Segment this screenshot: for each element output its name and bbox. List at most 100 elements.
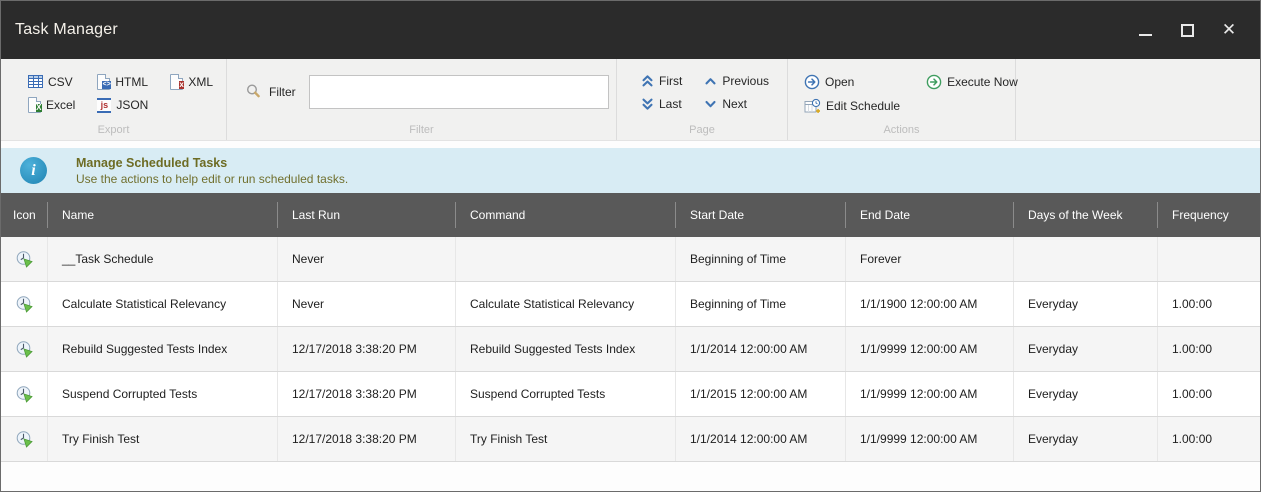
export-xml-button[interactable]: x XML — [170, 74, 213, 90]
column-header-frequency[interactable]: Frequency — [1172, 208, 1229, 222]
chevron-down-icon — [705, 100, 716, 108]
page-previous-label: Previous — [722, 74, 770, 88]
ribbon-group-actions: Open Execute Now Edit Schedule Actions — [788, 59, 1018, 140]
export-json-label: JSON — [116, 98, 149, 112]
cell-end-date: 1/1/1900 12:00:00 AM — [846, 282, 1014, 326]
csv-icon — [28, 75, 43, 88]
cell-days: Everyday — [1014, 417, 1158, 461]
ribbon-group-label-page: Page — [689, 124, 715, 136]
cell-end-date: 1/1/9999 12:00:00 AM — [846, 327, 1014, 371]
maximize-icon[interactable] — [1178, 21, 1196, 39]
cell-end-date: Forever — [846, 237, 1014, 281]
ribbon-group-export: CSV <> HTML x XML X Excel js JSON — [1, 59, 226, 140]
column-header-start-date[interactable]: Start Date — [676, 193, 846, 237]
ribbon-separator — [616, 59, 617, 140]
cell-end-date: 1/1/9999 12:00:00 AM — [846, 372, 1014, 416]
filter-field-label: Filter — [269, 84, 296, 99]
info-bar: i Manage Scheduled Tasks Use the actions… — [1, 148, 1260, 193]
column-header-name[interactable]: Name — [48, 193, 278, 237]
open-circle-arrow-icon — [804, 74, 820, 90]
table-empty-area — [1, 462, 1260, 491]
cell-frequency — [1158, 237, 1260, 281]
json-file-icon: js — [97, 97, 112, 113]
table-row[interactable]: Suspend Corrupted Tests 12/17/2018 3:38:… — [1, 372, 1260, 417]
ribbon-separator — [226, 59, 227, 140]
export-excel-label: Excel — [46, 98, 76, 112]
double-chevron-down-icon — [642, 98, 653, 110]
cell-name: __Task Schedule — [48, 237, 278, 281]
open-label: Open — [825, 75, 855, 89]
page-next-button[interactable]: Next — [704, 97, 769, 111]
cell-last-run: Never — [278, 282, 456, 326]
column-header-end-date[interactable]: End Date — [846, 193, 1014, 237]
export-csv-button[interactable]: CSV — [28, 74, 75, 90]
execute-now-button[interactable]: Execute Now — [926, 74, 1018, 90]
info-title: Manage Scheduled Tasks — [76, 155, 228, 170]
page-last-button[interactable]: Last — [641, 97, 682, 111]
task-clock-icon — [16, 251, 33, 268]
cell-start-date: Beginning of Time — [676, 237, 846, 281]
minimize-icon[interactable] — [1136, 21, 1154, 39]
cell-last-run: Never — [278, 237, 456, 281]
table-row[interactable]: Calculate Statistical Relevancy Never Ca… — [1, 282, 1260, 327]
info-icon: i — [20, 157, 47, 184]
ribbon-group-label-actions: Actions — [883, 124, 920, 136]
cell-last-run: 12/17/2018 3:38:20 PM — [278, 372, 456, 416]
export-csv-label: CSV — [48, 75, 73, 89]
cell-start-date: Beginning of Time — [676, 282, 846, 326]
open-button[interactable]: Open — [804, 74, 900, 90]
page-last-label: Last — [659, 97, 682, 111]
cell-command: Rebuild Suggested Tests Index — [456, 327, 676, 371]
export-html-button[interactable]: <> HTML — [97, 74, 148, 90]
xml-file-icon: x — [170, 74, 185, 90]
cell-last-run: 12/17/2018 3:38:20 PM — [278, 327, 456, 371]
cell-command — [456, 237, 676, 281]
window-title: Task Manager — [15, 21, 118, 38]
export-xml-label: XML — [188, 75, 214, 89]
column-header-days[interactable]: Days of the Week — [1014, 193, 1158, 237]
ribbon-separator — [1015, 59, 1016, 140]
column-header-last-run[interactable]: Last Run — [278, 193, 456, 237]
column-header-command[interactable]: Command — [456, 193, 676, 237]
export-excel-button[interactable]: X Excel — [28, 97, 75, 113]
cell-name: Rebuild Suggested Tests Index — [48, 327, 278, 371]
page-first-button[interactable]: First — [641, 74, 682, 88]
cell-start-date: 1/1/2014 12:00:00 AM — [676, 327, 846, 371]
cell-command: Calculate Statistical Relevancy — [456, 282, 676, 326]
execute-now-label: Execute Now — [947, 75, 1018, 89]
cell-name: Suspend Corrupted Tests — [48, 372, 278, 416]
cell-start-date: 1/1/2014 12:00:00 AM — [676, 417, 846, 461]
execute-circle-arrow-icon — [926, 74, 942, 90]
info-subtitle: Use the actions to help edit or run sche… — [76, 171, 349, 186]
filter-input[interactable] — [308, 74, 609, 109]
cell-last-run: 12/17/2018 3:38:20 PM — [278, 417, 456, 461]
cell-frequency: 1.00:00 — [1172, 432, 1213, 446]
cell-days: Everyday — [1014, 282, 1158, 326]
task-clock-icon — [16, 296, 33, 313]
cell-name: Try Finish Test — [48, 417, 278, 461]
ribbon-group-label-export: Export — [97, 124, 130, 136]
window-controls: ✕ — [1136, 20, 1238, 39]
cell-frequency: 1.00:00 — [1172, 387, 1213, 401]
table-row[interactable]: Rebuild Suggested Tests Index 12/17/2018… — [1, 327, 1260, 372]
cell-frequency: 1.00:00 — [1172, 342, 1213, 356]
page-next-label: Next — [722, 97, 748, 111]
table-row[interactable]: Try Finish Test 12/17/2018 3:38:20 PM Tr… — [1, 417, 1260, 462]
ribbon-separator — [787, 59, 788, 140]
edit-schedule-button[interactable]: Edit Schedule — [804, 98, 900, 114]
close-icon[interactable]: ✕ — [1221, 20, 1237, 39]
column-header-icon[interactable]: Icon — [1, 193, 48, 237]
export-json-button[interactable]: js JSON — [97, 97, 148, 113]
table-header: Icon Name Last Run Command Start Date En… — [1, 193, 1260, 237]
table-row[interactable]: __Task Schedule Never Beginning of Time … — [1, 237, 1260, 282]
cell-command: Suspend Corrupted Tests — [456, 372, 676, 416]
export-html-label: HTML — [115, 75, 149, 89]
chevron-up-icon — [705, 78, 716, 85]
cell-frequency: 1.00:00 — [1172, 297, 1213, 311]
cell-start-date: 1/1/2015 12:00:00 AM — [676, 372, 846, 416]
double-chevron-up-icon — [642, 75, 653, 87]
task-clock-icon — [16, 386, 33, 403]
excel-file-icon: X — [28, 97, 42, 113]
page-previous-button[interactable]: Previous — [704, 74, 769, 88]
html-file-icon: <> — [97, 74, 112, 90]
